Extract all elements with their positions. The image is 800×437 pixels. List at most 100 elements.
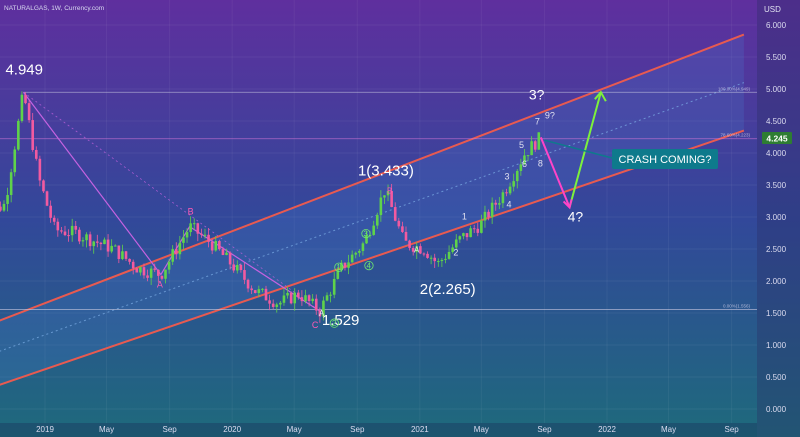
candle-body xyxy=(390,190,393,208)
forecast-wave-label: 4? xyxy=(568,208,584,224)
candle-body xyxy=(393,207,397,221)
crash-callout[interactable]: CRASH COMING? xyxy=(612,149,718,169)
wave-label: 1 xyxy=(462,211,467,221)
wave-label: B xyxy=(188,207,194,217)
candle-body xyxy=(411,247,415,252)
candle-body xyxy=(261,288,264,290)
annotation-layer: 100.00%(4.949) 78.60%(4.223) 0.00%(1.556) 4… xyxy=(5,61,750,330)
candle-body xyxy=(225,252,228,256)
wave-circle-marker xyxy=(334,262,344,272)
candle-body xyxy=(218,241,221,250)
candle-body xyxy=(142,267,146,276)
time-axis-panel xyxy=(0,423,757,437)
candle-body xyxy=(372,225,375,235)
candle-body xyxy=(257,289,261,293)
candle-body xyxy=(358,250,361,253)
candle-body xyxy=(174,249,178,255)
candle-body xyxy=(146,275,149,278)
channel-mid-line xyxy=(0,82,745,352)
candle-body xyxy=(512,181,515,187)
channel-lower-line xyxy=(0,129,745,386)
forecast-up-arrow xyxy=(568,91,602,208)
candle-body xyxy=(415,246,419,252)
candle-body xyxy=(243,270,246,280)
candle-body xyxy=(27,103,31,121)
candle-body xyxy=(56,221,60,231)
candle-body xyxy=(131,261,135,269)
y-tick-label: 0.000 xyxy=(766,405,787,414)
candle-body xyxy=(121,251,124,259)
candle-body xyxy=(440,259,444,262)
candle-body xyxy=(113,245,117,247)
candle-body xyxy=(336,270,340,279)
crash-callout-text: CRASH COMING? xyxy=(619,154,712,166)
x-tick-label: 2019 xyxy=(36,425,54,434)
forecast-down-arrowhead xyxy=(562,199,573,210)
candle-body xyxy=(81,240,85,242)
x-tick-label: 2022 xyxy=(598,425,616,434)
candle-body xyxy=(185,232,189,238)
y-tick-label: 1.500 xyxy=(766,309,787,318)
plot-area[interactable] xyxy=(0,33,757,413)
x-axis: 2019 May Sep 2020 May Sep 2021 May Sep 2022 May Sep xyxy=(36,425,739,434)
candle-body xyxy=(505,192,508,194)
x-tick-label: 2020 xyxy=(223,425,241,434)
fib-level-label: 100.00%(4.949) xyxy=(718,86,751,91)
candle-body xyxy=(207,234,210,242)
candle-body xyxy=(45,191,49,206)
candle-body xyxy=(196,223,200,234)
candle-body xyxy=(451,247,454,252)
candle-body xyxy=(78,229,81,242)
candle-body xyxy=(38,158,42,181)
wave-circle-marker xyxy=(364,260,374,271)
candle-body xyxy=(498,203,501,205)
candle-body xyxy=(275,304,279,307)
candle-body xyxy=(322,300,325,317)
price-badge-value: 4.245 xyxy=(766,134,788,144)
candle-body xyxy=(178,242,182,255)
candle-body xyxy=(235,264,239,271)
y-tick-label: 2.500 xyxy=(766,245,787,254)
candle-body xyxy=(354,252,358,255)
currency-label: USD xyxy=(764,5,781,14)
candle-body xyxy=(397,220,401,227)
candle-body xyxy=(501,192,505,204)
candle-body xyxy=(189,223,192,233)
candle-body xyxy=(347,262,350,268)
candle-body xyxy=(139,267,142,273)
y-tick-label: 5.500 xyxy=(766,53,787,62)
candle-body xyxy=(0,206,2,211)
candle-body xyxy=(203,234,207,236)
fib-level-label: 0.00%(1.556) xyxy=(723,303,751,308)
x-tick-label: May xyxy=(99,425,114,434)
candle-body xyxy=(221,249,225,256)
candle-body xyxy=(340,262,343,271)
candle-body xyxy=(494,202,498,205)
candle-body xyxy=(454,239,458,248)
wave-label: 4 xyxy=(506,199,511,209)
candle-body xyxy=(49,205,52,218)
wave-label: A xyxy=(157,280,163,290)
candle-body xyxy=(149,268,153,278)
candle-body xyxy=(537,132,541,150)
candle-body xyxy=(307,295,311,302)
candle-body xyxy=(483,211,487,221)
candle-body xyxy=(88,234,92,247)
channel-upper-line xyxy=(0,33,745,322)
candle-body xyxy=(200,233,203,235)
wave-label: 2(2.265) xyxy=(420,281,476,298)
candle-body xyxy=(157,269,160,276)
candle-body xyxy=(325,295,329,301)
candle-body xyxy=(17,120,20,150)
candle-body xyxy=(99,242,103,245)
candle-body xyxy=(361,243,365,251)
candle-body xyxy=(343,262,347,268)
wave-label: A xyxy=(414,246,420,255)
candle-body xyxy=(429,257,433,259)
candle-body xyxy=(386,190,390,196)
candle-body xyxy=(52,217,56,222)
candle-body xyxy=(31,120,34,150)
candle-body xyxy=(519,164,523,171)
